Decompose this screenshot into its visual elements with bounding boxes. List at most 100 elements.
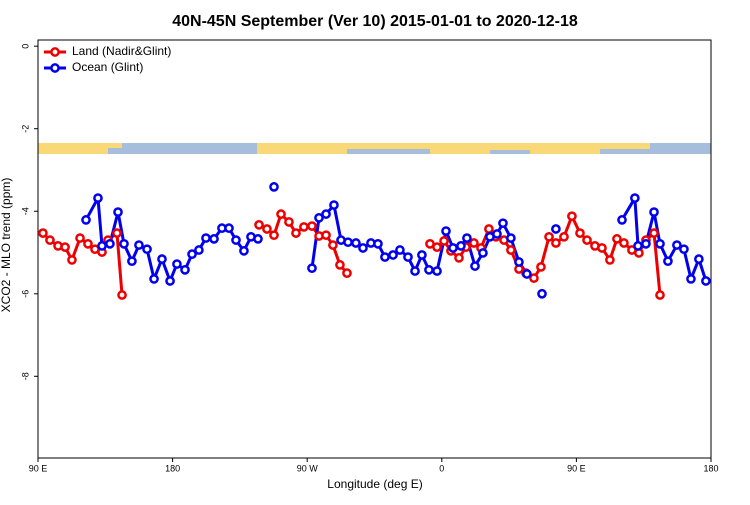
data-point xyxy=(630,193,640,203)
data-point xyxy=(478,248,488,258)
data-point xyxy=(694,254,704,264)
data-point xyxy=(617,215,627,225)
data-point xyxy=(536,262,546,272)
data-point xyxy=(373,238,383,249)
data-point xyxy=(119,238,129,249)
data-point xyxy=(484,224,494,234)
data-point xyxy=(462,233,472,243)
y-tick-label: 0 xyxy=(20,44,30,49)
land-strip xyxy=(347,143,430,149)
data-point xyxy=(380,252,390,262)
data-point xyxy=(321,230,331,241)
data-point xyxy=(672,240,682,250)
x-tick-label: 90 E xyxy=(567,463,586,473)
data-point xyxy=(641,238,651,249)
data-point xyxy=(149,274,159,284)
x-tick-label: 180 xyxy=(703,463,718,473)
data-point xyxy=(529,273,539,283)
data-point xyxy=(619,238,629,248)
data-point xyxy=(113,207,123,217)
data-point xyxy=(351,238,361,248)
land-strip xyxy=(490,143,530,150)
data-point xyxy=(514,257,524,267)
data-point xyxy=(649,207,659,217)
data-point xyxy=(343,237,353,248)
data-point xyxy=(575,228,585,238)
legend-marker xyxy=(50,63,60,73)
data-point xyxy=(432,242,442,252)
data-point xyxy=(262,224,272,234)
land-strip xyxy=(530,143,600,154)
data-point xyxy=(201,233,211,243)
data-point xyxy=(582,235,592,245)
data-point xyxy=(209,234,219,244)
data-point xyxy=(335,260,345,270)
plot-frame xyxy=(37,39,712,459)
data-point xyxy=(492,229,502,239)
data-point xyxy=(134,240,144,250)
y-tick-label: -6 xyxy=(20,290,30,298)
land-strip xyxy=(257,143,347,154)
data-point xyxy=(551,224,561,234)
x-tick-label: 90 E xyxy=(29,463,48,473)
land-ocean-strip xyxy=(38,143,711,154)
data-point xyxy=(142,244,152,255)
data-point xyxy=(127,256,137,267)
data-point xyxy=(454,253,464,263)
legend-label: Ocean (Glint) xyxy=(72,60,143,74)
data-point xyxy=(239,246,249,256)
data-point xyxy=(328,240,338,250)
data-point xyxy=(701,276,711,286)
x-axis-label: Longitude (deg E) xyxy=(327,477,422,491)
data-point xyxy=(231,235,241,245)
data-point xyxy=(559,231,569,242)
data-point xyxy=(93,193,103,203)
land-strip xyxy=(108,143,122,148)
data-point xyxy=(395,245,405,255)
data-point xyxy=(172,259,182,269)
data-point xyxy=(81,215,91,225)
data-point xyxy=(522,269,532,279)
data-point xyxy=(612,234,622,244)
data-point xyxy=(269,230,279,241)
data-point xyxy=(276,209,286,219)
land-strip xyxy=(38,143,108,154)
data-point xyxy=(567,211,577,222)
y-tick-label: -2 xyxy=(20,125,30,133)
data-point xyxy=(663,256,673,267)
data-point xyxy=(649,228,659,238)
data-point xyxy=(417,250,427,260)
data-point xyxy=(60,242,70,252)
legend-marker xyxy=(50,47,60,57)
data-point xyxy=(321,209,331,219)
land-strip xyxy=(600,143,650,149)
data-point xyxy=(506,245,516,255)
x-tick-label: 180 xyxy=(165,463,180,473)
data-point xyxy=(112,228,122,238)
data-point xyxy=(633,241,643,251)
data-point xyxy=(291,228,301,238)
data-point xyxy=(544,231,554,242)
data-point xyxy=(157,254,167,264)
data-point xyxy=(597,243,607,253)
data-point xyxy=(269,182,279,192)
data-point xyxy=(388,250,398,260)
data-point xyxy=(254,220,264,230)
data-point xyxy=(180,264,190,275)
data-point xyxy=(424,264,434,275)
data-point xyxy=(506,233,516,243)
data-point xyxy=(498,218,508,229)
x-tick-label: 90 W xyxy=(297,463,319,473)
data-point xyxy=(470,261,480,271)
data-point xyxy=(537,288,547,299)
data-point xyxy=(551,238,561,248)
data-point xyxy=(655,290,665,300)
data-point xyxy=(224,223,234,234)
data-point xyxy=(441,226,451,236)
legend-label: Land (Nadir&Glint) xyxy=(72,44,171,58)
data-point xyxy=(329,200,339,210)
data-point xyxy=(342,268,352,278)
data-point xyxy=(75,233,85,243)
data-point xyxy=(679,244,689,255)
